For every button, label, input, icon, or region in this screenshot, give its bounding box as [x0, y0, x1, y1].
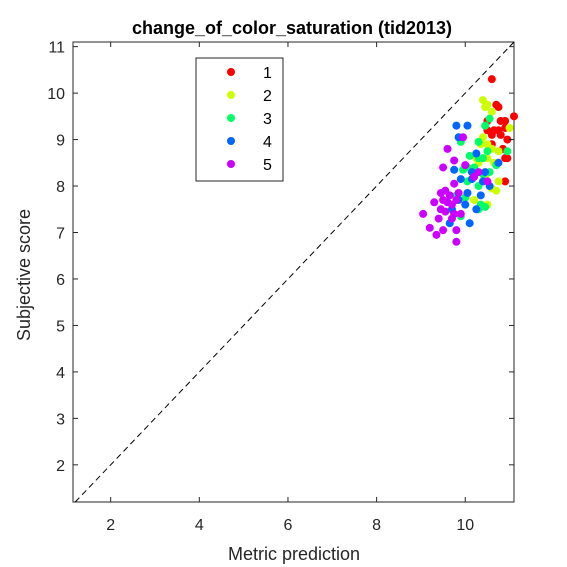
- data-point-series-3: [481, 121, 490, 130]
- legend-marker-4: [227, 137, 235, 145]
- legend: 1 2 3 4 5: [195, 57, 284, 182]
- x-tick-label: 2: [106, 517, 115, 534]
- data-point-series-4: [463, 121, 472, 130]
- data-point-series-5: [452, 237, 461, 246]
- data-point-series-5: [439, 226, 448, 235]
- plot-area: 2 4 6 8 10 2 3 4 5 6 7 8 9 10 11: [47, 40, 518, 534]
- x-tick-label: 4: [195, 517, 204, 534]
- data-point-series-4: [481, 168, 490, 177]
- data-point-series-5: [454, 189, 463, 198]
- y-axis-label: Subjective score: [14, 209, 34, 341]
- data-point-series-3: [474, 137, 483, 146]
- legend-marker-2: [227, 91, 235, 99]
- points-layer: [419, 75, 518, 246]
- y-tick-label: 6: [56, 272, 65, 289]
- data-point-series-3: [478, 154, 487, 163]
- data-point-series-5: [483, 177, 492, 186]
- y-axis-ticks: 2 3 4 5 6 7 8 9 10 11: [47, 40, 514, 475]
- data-point-series-1: [501, 177, 510, 186]
- data-point-series-5: [456, 209, 465, 218]
- data-point-series-5: [439, 163, 448, 172]
- data-point-series-5: [419, 209, 428, 218]
- data-point-series-2: [470, 195, 479, 204]
- y-tick-label: 4: [56, 365, 65, 382]
- y-tick-label: 2: [56, 458, 65, 475]
- y-tick-label: 3: [56, 411, 65, 428]
- y-tick-label: 8: [56, 179, 65, 196]
- legend-label-2: 2: [263, 88, 272, 105]
- data-point-series-5: [441, 207, 450, 216]
- data-point-series-1: [496, 130, 505, 139]
- data-point-series-4: [452, 121, 461, 130]
- data-point-series-4: [465, 219, 474, 228]
- data-point-series-2: [481, 103, 490, 112]
- data-point-series-5: [459, 133, 468, 142]
- data-point-series-5: [470, 172, 479, 181]
- x-axis-ticks: 2 4 6 8 10: [106, 42, 474, 534]
- data-point-series-1: [503, 154, 512, 163]
- data-point-series-4: [472, 205, 481, 214]
- y-tick-label: 5: [56, 318, 65, 335]
- legend-box: [195, 57, 284, 182]
- data-point-series-4: [476, 191, 485, 200]
- data-point-series-3: [483, 147, 492, 156]
- x-tick-label: 8: [372, 517, 381, 534]
- data-point-series-4: [450, 165, 459, 174]
- data-point-series-2: [494, 147, 503, 156]
- x-axis-label: Metric prediction: [228, 544, 360, 564]
- legend-label-3: 3: [263, 111, 272, 128]
- y-tick-label: 9: [56, 133, 65, 150]
- data-point-series-2: [492, 186, 501, 195]
- legend-marker-3: [227, 114, 235, 122]
- data-point-series-5: [445, 191, 454, 200]
- data-point-series-3: [503, 147, 512, 156]
- identity-reference-line: [74, 41, 515, 503]
- legend-label-4: 4: [263, 134, 272, 151]
- data-point-series-5: [432, 230, 441, 239]
- legend-label-5: 5: [263, 157, 272, 174]
- data-point-series-5: [430, 198, 439, 207]
- data-point-series-5: [443, 144, 452, 153]
- data-point-series-4: [456, 175, 465, 184]
- data-point-series-5: [461, 161, 470, 170]
- data-point-series-4: [463, 189, 472, 198]
- y-tick-label: 11: [48, 40, 65, 57]
- data-point-series-5: [450, 156, 459, 165]
- legend-label-1: 1: [263, 65, 272, 82]
- data-point-series-1: [494, 103, 503, 112]
- data-point-series-2: [494, 177, 503, 186]
- data-point-series-5: [452, 195, 461, 204]
- data-point-series-1: [503, 135, 512, 144]
- data-point-series-3: [485, 114, 494, 123]
- data-point-series-5: [452, 226, 461, 235]
- data-point-series-5: [450, 179, 459, 188]
- chart-title: change_of_color_saturation (tid2013): [132, 18, 452, 38]
- data-point-series-2: [487, 107, 496, 116]
- legend-marker-1: [227, 68, 235, 76]
- reference-line: [74, 41, 515, 503]
- y-tick-label: 7: [56, 226, 65, 243]
- data-point-series-1: [510, 112, 518, 121]
- y-tick-label: 10: [47, 86, 65, 103]
- data-point-series-5: [447, 214, 456, 223]
- data-point-series-4: [472, 149, 481, 158]
- data-point-series-4: [494, 158, 503, 167]
- data-point-series-5: [425, 223, 434, 232]
- x-tick-label: 6: [284, 517, 293, 534]
- data-point-series-1: [487, 130, 496, 139]
- x-tick-label: 10: [456, 517, 474, 534]
- data-point-series-3: [465, 151, 474, 160]
- data-point-series-3: [481, 202, 490, 211]
- data-point-series-4: [461, 200, 470, 209]
- legend-marker-5: [227, 160, 235, 168]
- data-point-series-1: [487, 75, 496, 84]
- plot-frame: [72, 41, 515, 503]
- data-point-series-2: [505, 123, 514, 132]
- data-point-series-1: [501, 116, 510, 125]
- data-point-series-5: [434, 214, 443, 223]
